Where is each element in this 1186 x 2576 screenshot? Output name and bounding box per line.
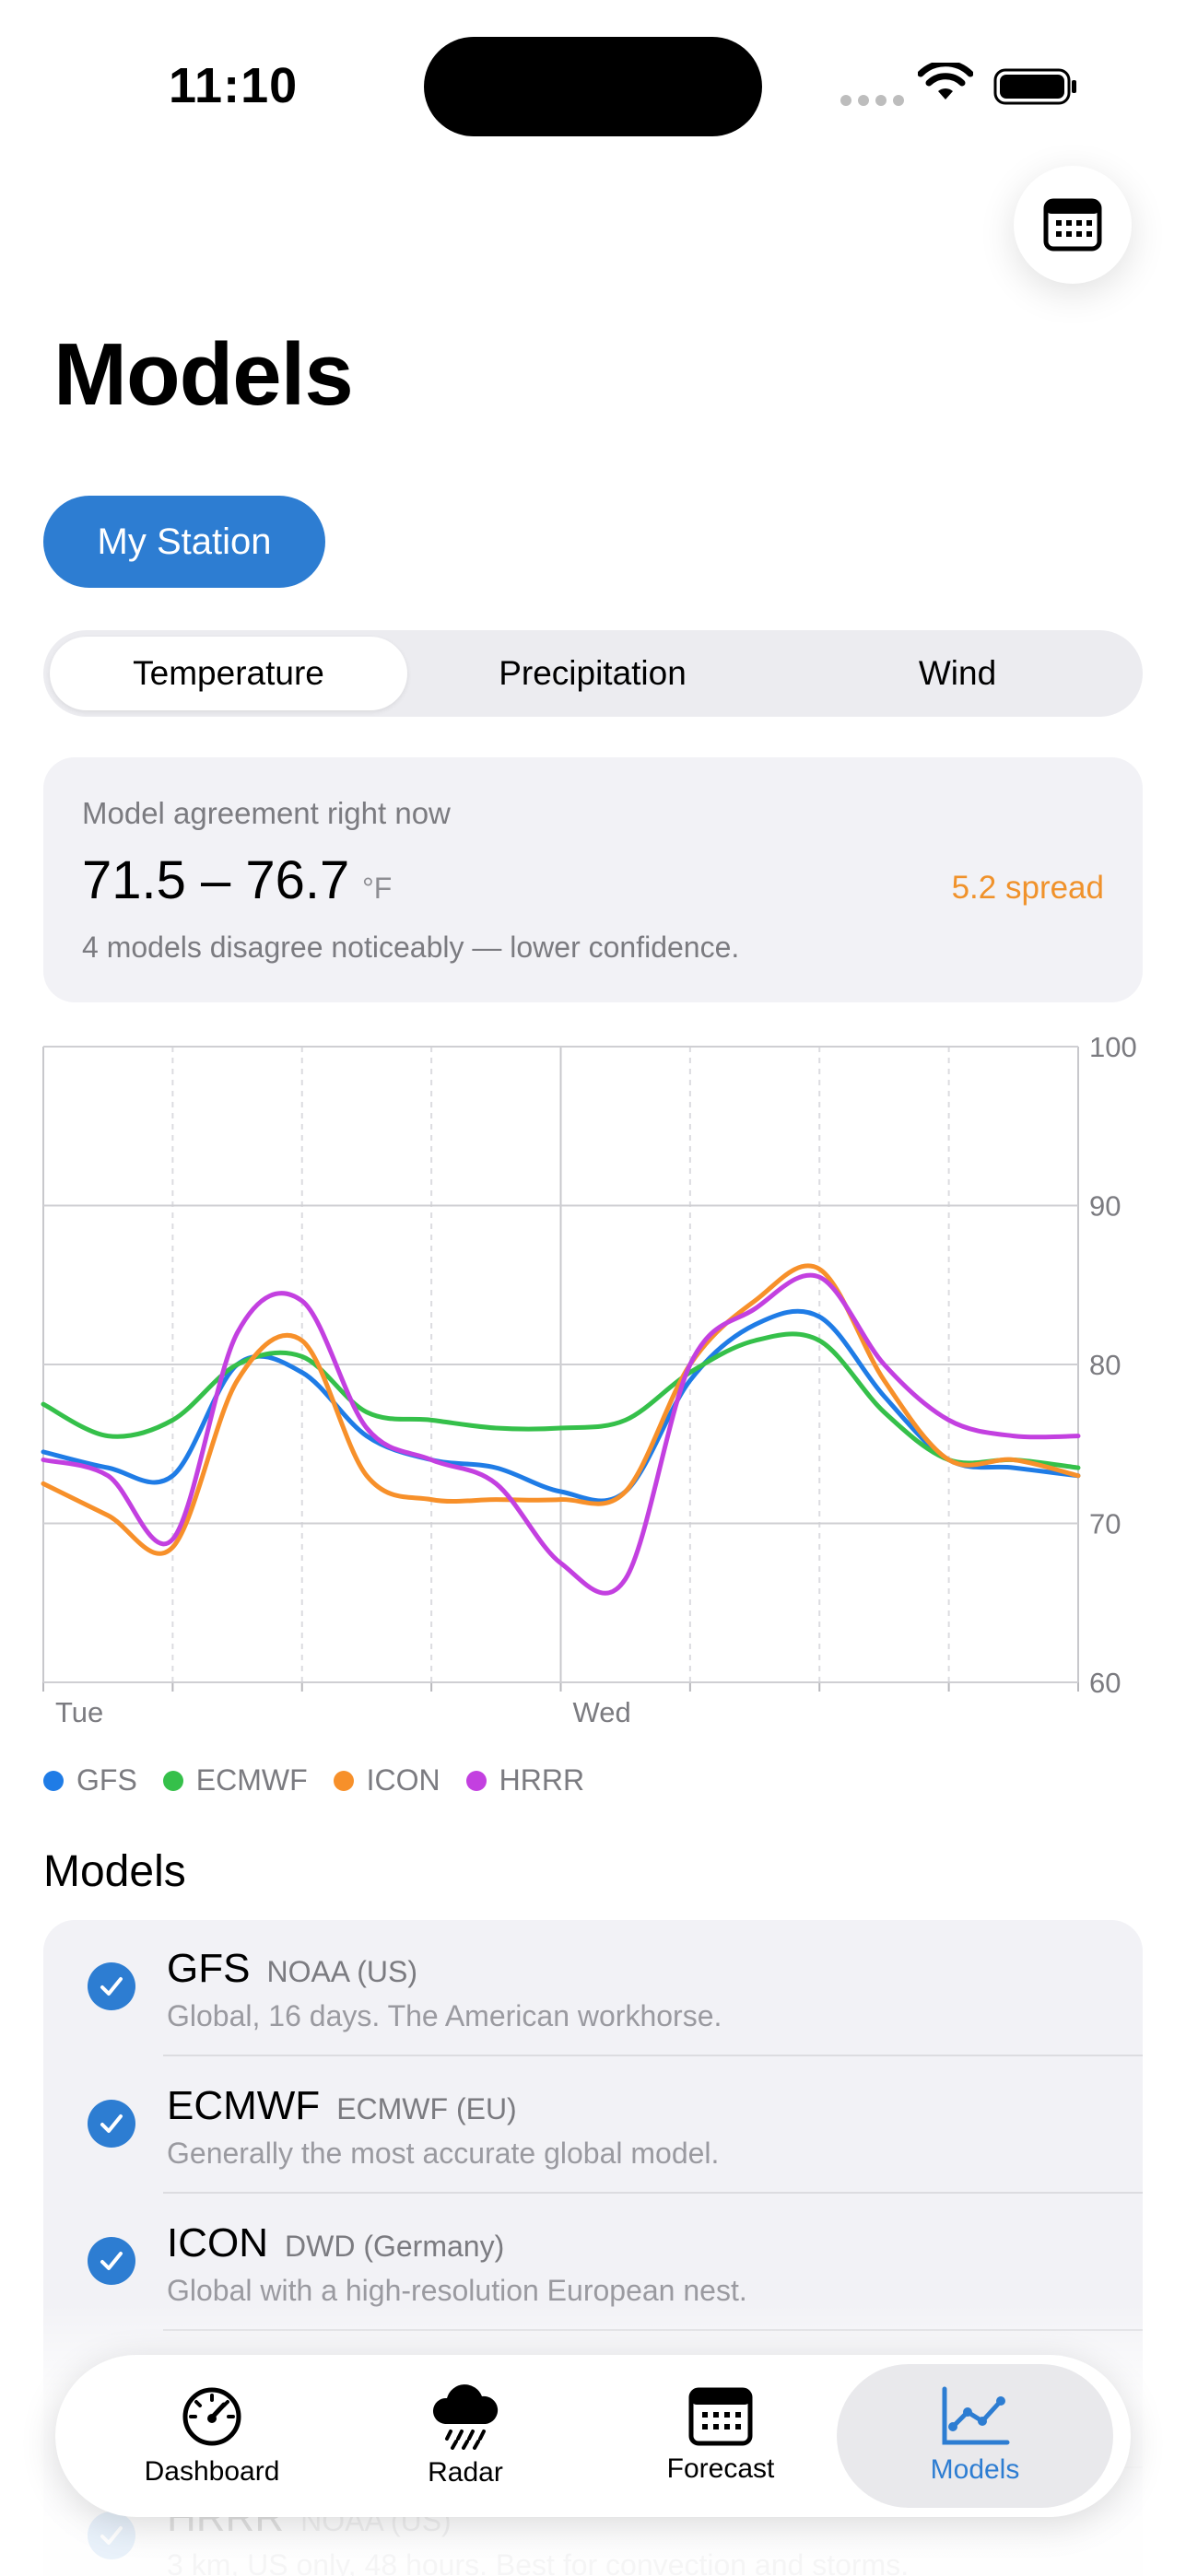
model-agreement-card: Model agreement right now 71.5 – 76.7 °F… (43, 757, 1143, 1002)
tab-forecast-label: Forecast (666, 2453, 775, 2484)
model-name: GFS NOAA (US) (167, 1946, 417, 1992)
temperature-chart[interactable]: 60 70 80 90 100 Tue Wed (0, 1023, 1186, 1741)
model-description: Global with a high-resolution European n… (167, 2274, 747, 2307)
model-row-gfs[interactable]: GFS NOAA (US) Global, 16 days. The America… (43, 1920, 1143, 2056)
tab-precipitation[interactable]: Precipitation (499, 654, 687, 692)
legend-swatch (162, 1770, 183, 1791)
row-divider (163, 2192, 1143, 2194)
legend-item-icon: ICON (333, 1763, 440, 1797)
legend-item-hrrr: HRRR (465, 1763, 585, 1797)
legend-swatch (465, 1770, 487, 1791)
tab-bar: Dashboard Radar Forecast Models (55, 2355, 1131, 2517)
models-section-title: Models (43, 1847, 186, 1896)
series-line-icon (41, 1263, 1081, 1556)
model-row-icon[interactable]: ICON DWD (Germany) Global with a high-reso… (43, 2195, 1143, 2331)
status-time: 11:10 (169, 58, 299, 113)
tab-radar[interactable]: Radar (336, 2355, 594, 2517)
model-org: NOAA (US) (266, 1955, 418, 1988)
calendar-icon (688, 2387, 753, 2446)
model-title: ECMWF (167, 2083, 321, 2128)
agreement-spread: 5.2 spread (951, 870, 1104, 906)
tab-dashboard[interactable]: Dashboard (83, 2355, 341, 2517)
agreement-note: 4 models disagree noticeably — lower con… (82, 931, 740, 964)
line-chart-icon (942, 2386, 1010, 2445)
wifi-icon (918, 63, 973, 100)
chart-y-tick-label: 100 (1089, 1031, 1137, 1063)
tab-temperature[interactable]: Temperature (50, 637, 407, 710)
model-title: GFS (167, 1946, 251, 1991)
chart-y-tick-label: 90 (1089, 1190, 1121, 1223)
model-org: DWD (Germany) (285, 2230, 505, 2263)
agreement-range: 71.5 – 76.7 (82, 850, 350, 910)
model-name: ICON DWD (Germany) (167, 2220, 504, 2266)
model-row-ecmwf[interactable]: ECMWF ECMWF (EU) Generally the most accura… (43, 2057, 1143, 2194)
legend-swatch (43, 1770, 64, 1791)
checkmark-icon[interactable] (88, 2100, 135, 2148)
legend-item-ecmwf: ECMWF (162, 1763, 308, 1797)
model-org: ECMWF (EU) (336, 2092, 517, 2125)
model-description: Generally the most accurate global model… (167, 2137, 720, 2170)
checkmark-icon[interactable] (88, 2237, 135, 2285)
chart-legend: GFS ECMWF ICON HRRR (43, 1763, 584, 1797)
chart-y-tick-label: 80 (1089, 1349, 1121, 1381)
station-button[interactable]: My Station (43, 496, 325, 588)
tab-forecast[interactable]: Forecast (592, 2355, 850, 2517)
legend-label: ECMWF (195, 1763, 308, 1797)
tab-radar-label: Radar (428, 2457, 503, 2488)
chart-y-tick-label: 70 (1089, 1508, 1121, 1540)
model-name: ECMWF ECMWF (EU) (167, 2083, 517, 2129)
chart-x-tick-label: Wed (573, 1696, 631, 1728)
agreement-label: Model agreement right now (82, 796, 451, 830)
calendar-icon (1043, 198, 1102, 252)
chart-x-tick-label: Tue (55, 1696, 103, 1728)
legend-label: ICON (366, 1763, 440, 1797)
row-divider (163, 2055, 1143, 2056)
calendar-button[interactable] (1014, 166, 1132, 284)
tab-models[interactable]: Models (837, 2364, 1113, 2508)
chart-y-tick-label: 60 (1089, 1667, 1121, 1699)
legend-swatch (333, 1770, 354, 1791)
legend-label: GFS (76, 1763, 137, 1797)
tab-models-label: Models (930, 2454, 1020, 2485)
legend-label: HRRR (499, 1763, 585, 1797)
speedometer-icon (182, 2387, 241, 2446)
tab-wind[interactable]: Wind (918, 654, 997, 692)
legend-item-gfs: GFS (43, 1763, 137, 1797)
cloud-rain-icon (432, 2384, 499, 2450)
checkmark-icon[interactable] (88, 1962, 135, 2010)
battery-icon (993, 68, 1076, 105)
dynamic-island (424, 37, 762, 136)
model-title: ICON (167, 2220, 268, 2266)
model-description: Global, 16 days. The American workhorse. (167, 1999, 722, 2032)
tab-dashboard-label: Dashboard (144, 2456, 280, 2487)
series-line-hrrr (41, 1272, 1081, 1596)
page-title: Models (53, 325, 354, 424)
cellular-signal-icon (840, 95, 904, 106)
agreement-unit: °F (362, 872, 393, 905)
metric-segmented-control: Temperature Precipitation Wind (43, 630, 1143, 717)
